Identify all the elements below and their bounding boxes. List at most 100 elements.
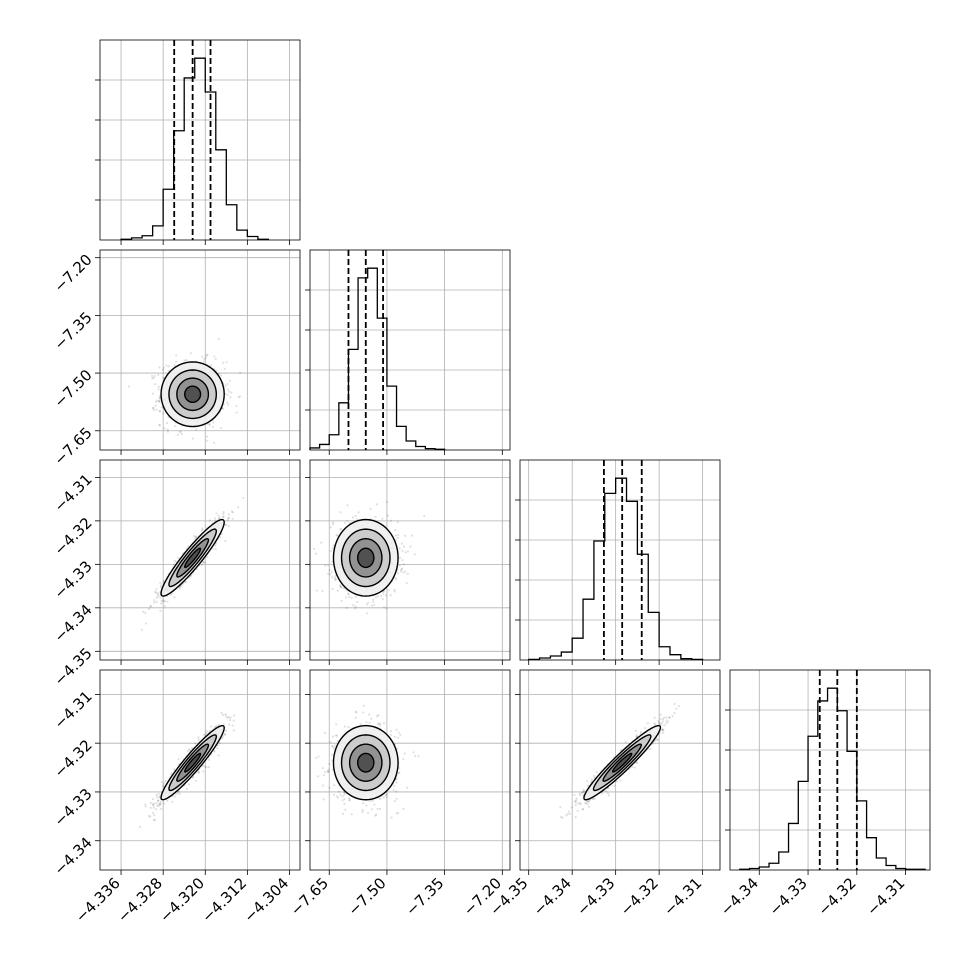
sample-point	[153, 818, 157, 821]
sample-point	[661, 718, 665, 721]
sample-point	[347, 593, 350, 596]
sample-point	[194, 742, 197, 745]
sample-point	[374, 814, 377, 817]
sample-point	[223, 367, 226, 370]
sample-point	[339, 793, 342, 796]
sample-point	[222, 510, 225, 514]
sample-point	[354, 605, 357, 608]
sample-point	[635, 734, 638, 737]
sample-point	[151, 803, 154, 806]
sample-point	[180, 432, 183, 436]
sample-point	[397, 731, 400, 734]
sample-point	[583, 790, 586, 793]
sample-point	[184, 580, 187, 584]
sample-point	[378, 724, 381, 727]
contour-line	[160, 518, 225, 597]
sample-point	[330, 753, 333, 756]
contour-line	[176, 377, 210, 412]
sample-point	[398, 564, 401, 567]
sample-point	[209, 364, 213, 367]
sample-point	[232, 729, 235, 732]
sample-point	[214, 548, 217, 551]
sample-point	[161, 368, 164, 371]
sample-point	[661, 729, 664, 732]
sample-point	[226, 518, 229, 522]
sample-point	[386, 514, 389, 517]
sample-point	[206, 353, 209, 356]
sample-point	[127, 385, 130, 388]
sample-point	[376, 595, 379, 598]
sample-point	[155, 802, 158, 805]
sample-point	[175, 793, 178, 796]
sample-point	[185, 787, 188, 791]
sample-point	[334, 578, 337, 582]
sample-point	[661, 728, 664, 731]
sample-point	[339, 585, 342, 588]
sample-point	[314, 552, 318, 555]
sample-point	[370, 604, 374, 607]
sample-point	[227, 716, 230, 719]
sample-point	[211, 425, 214, 429]
sample-point	[352, 603, 355, 607]
sample-point	[152, 819, 155, 822]
sample-point	[166, 430, 170, 433]
sample-point	[188, 749, 192, 752]
sample-point	[356, 518, 359, 521]
sample-point	[152, 376, 155, 379]
sample-point	[368, 713, 371, 716]
scatter-panel-2-3	[515, 669, 721, 875]
sample-point	[317, 755, 320, 758]
sample-point	[218, 516, 221, 520]
histogram-panel-0	[95, 39, 301, 245]
sample-point	[170, 772, 173, 775]
sample-point	[397, 736, 400, 739]
sample-point	[153, 813, 156, 817]
contour-line	[168, 528, 218, 588]
sample-point	[600, 792, 603, 795]
sample-point	[149, 806, 152, 809]
sample-point	[219, 374, 223, 377]
sample-point	[332, 521, 335, 524]
sample-point	[329, 526, 332, 529]
sample-point	[159, 803, 162, 806]
sample-point	[392, 788, 395, 792]
sample-point	[653, 723, 657, 726]
sample-point	[160, 584, 163, 587]
sample-point	[160, 807, 163, 810]
sample-point	[328, 763, 331, 766]
sample-point	[312, 547, 316, 550]
sample-point	[197, 771, 201, 774]
histogram-line	[528, 477, 704, 660]
sample-point	[201, 355, 204, 358]
sample-point	[334, 734, 338, 737]
sample-point	[366, 612, 369, 615]
sample-point	[158, 802, 161, 805]
contour-line	[168, 734, 218, 792]
sample-point	[167, 365, 170, 368]
sample-point	[202, 770, 205, 773]
sample-point	[411, 534, 414, 537]
sample-point	[213, 750, 216, 753]
sample-point	[334, 578, 337, 581]
sample-point	[400, 567, 404, 570]
sample-point	[162, 785, 165, 788]
sample-point	[383, 606, 386, 609]
sample-point	[386, 500, 389, 504]
sample-point	[217, 517, 221, 520]
sample-point	[396, 811, 400, 815]
sample-point	[144, 622, 147, 625]
sample-point	[229, 719, 232, 722]
sample-point	[389, 733, 393, 736]
sample-point	[395, 781, 398, 784]
density-fill	[357, 753, 374, 772]
sample-point	[399, 733, 402, 736]
sample-point	[153, 802, 156, 805]
sample-point	[192, 534, 196, 538]
sample-point	[345, 606, 348, 609]
sample-point	[389, 593, 392, 597]
sample-point	[237, 396, 240, 399]
sample-point	[382, 590, 385, 593]
sample-point	[162, 600, 165, 603]
sample-point	[222, 361, 225, 364]
sample-point	[158, 423, 161, 426]
